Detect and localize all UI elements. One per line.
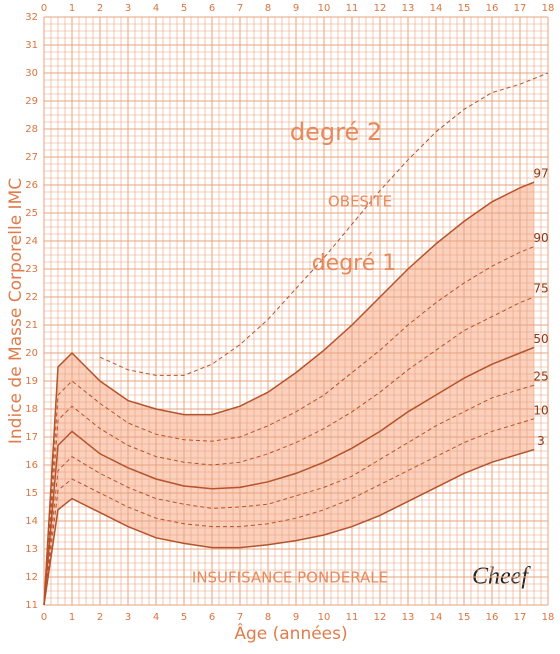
x-tick-label: 3 [125,3,131,14]
y-tick-label: 26 [25,180,38,191]
annotation: OBESITE [328,193,392,211]
y-tick-label: 15 [25,488,38,499]
x-tick-label: 2 [97,3,103,14]
x-tick-label: 17 [514,3,527,14]
x-tick-label: 3 [125,612,131,623]
x-tick-label: 0 [41,3,47,14]
y-tick-label: 27 [25,152,38,163]
y-tick-label: 16 [25,460,38,471]
x-tick-label: 7 [237,3,243,14]
y-tick-label: 29 [25,96,38,107]
y-tick-label: 19 [25,376,38,387]
x-tick-label: 10 [318,612,331,623]
x-tick-label: 1 [69,3,75,14]
percentile-line [43,181,535,606]
y-tick-label: 11 [25,600,38,611]
percentile-label: 97 [533,167,548,181]
y-tick-label: 13 [25,544,38,555]
x-tick-label: 12 [374,3,387,14]
x-tick-label: 5 [181,3,187,14]
x-tick-label: 18 [542,612,555,623]
x-tick-label: 1 [69,612,75,623]
x-tick-label: 15 [458,612,471,623]
x-tick-label: 9 [293,3,299,14]
x-tick-label: 10 [318,3,331,14]
x-tick-label: 2 [97,612,103,623]
x-tick-label: 6 [209,612,215,623]
x-tick-label: 18 [542,3,555,14]
x-tick-label: 17 [514,612,527,623]
x-tick-label: 4 [153,3,159,14]
annotation: degré 2 [290,118,382,146]
x-tick-label: 12 [374,612,387,623]
y-tick-label: 22 [25,292,38,303]
x-tick-label: 15 [458,3,471,14]
percentile-line [43,418,535,606]
x-tick-label: 8 [265,3,271,14]
obesity-threshold-line [99,72,549,376]
x-tick-label: 13 [402,612,415,623]
y-tick-label: 18 [25,404,38,415]
y-tick-label: 12 [25,572,38,583]
percentile-line [43,296,535,606]
y-tick-label: 23 [25,264,38,275]
percentile-label: 75 [533,282,548,296]
percentile-line [43,346,535,606]
percentile-label: 50 [533,332,548,346]
percentile-line [43,384,535,606]
y-axis-label: Indice de Masse Corporelle IMC [6,178,26,444]
percentile-label: 3 [537,434,545,448]
annotation: degré 1 [312,251,397,276]
x-tick-label: 14 [430,612,443,623]
percentile-line [43,448,535,606]
y-tick-label: 14 [25,516,38,527]
x-axis-label: Âge (années) [234,622,347,644]
y-tick-label: 30 [25,68,38,79]
x-tick-label: 11 [346,3,359,14]
percentile-label: 25 [533,370,548,384]
y-tick-label: 17 [25,432,38,443]
y-tick-label: 32 [25,12,38,23]
y-tick-label: 31 [25,40,38,51]
percentile-label: 90 [533,231,548,245]
x-tick-label: 11 [346,612,359,623]
y-tick-label: 25 [25,208,38,219]
x-tick-label: 0 [41,612,47,623]
x-tick-label: 8 [265,612,271,623]
x-tick-label: 6 [209,3,215,14]
y-tick-label: 20 [25,348,38,359]
x-tick-label: 4 [153,612,159,623]
annotation: INSUFISANCE PONDERALE [192,569,388,587]
x-tick-label: 9 [293,612,299,623]
x-tick-label: 13 [402,3,415,14]
y-tick-label: 24 [25,236,38,247]
percentile-label: 10 [533,403,548,417]
y-tick-label: 28 [25,124,38,135]
x-tick-label: 14 [430,3,443,14]
y-tick-label: 21 [25,320,38,331]
x-tick-label: 16 [486,612,499,623]
x-tick-label: 16 [486,3,499,14]
x-tick-label: 5 [181,612,187,623]
x-tick-label: 7 [237,612,243,623]
